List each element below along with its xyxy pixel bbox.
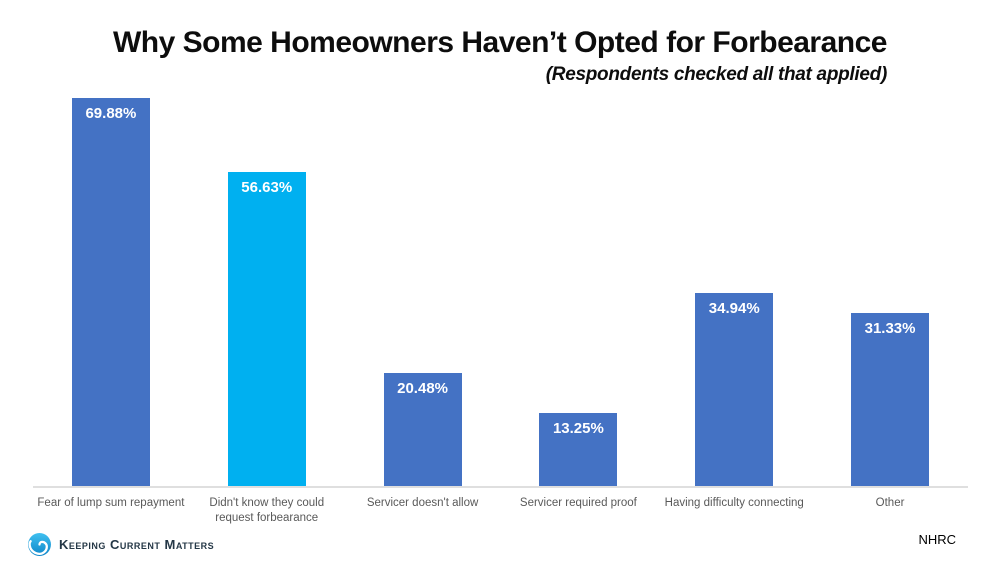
bar-value-label: 56.63% xyxy=(241,178,293,196)
bar-column: 13.25% xyxy=(500,87,656,487)
kcm-logo: Keeping Current Matters xyxy=(27,532,214,557)
category-label: Having difficulty connecting xyxy=(664,497,804,509)
bar-value-label: 13.25% xyxy=(552,420,604,438)
category-label: Fear of lump sum repayment xyxy=(37,497,185,509)
bar-column: 69.88% xyxy=(33,87,189,487)
chart-title: Why Some Homeowners Haven’t Opted for Fo… xyxy=(112,26,888,59)
bar: 56.63% xyxy=(227,171,306,487)
bar-value-label: 34.94% xyxy=(708,299,760,317)
category-labels-row: Fear of lump sum repayment Didn't know t… xyxy=(33,496,968,526)
bar: 69.88% xyxy=(71,98,150,487)
bar-column: 20.48% xyxy=(345,87,501,487)
plot-area: 69.88% 56.63% 20.48% 13.25% 34.94% 31.33 xyxy=(33,87,968,487)
bar-column: 56.63% xyxy=(189,87,345,487)
bar: 31.33% xyxy=(851,312,930,487)
bar: 34.94% xyxy=(695,292,774,487)
category-label: Didn't know they could request forbearan… xyxy=(209,497,325,524)
bar: 13.25% xyxy=(539,413,618,487)
source-label: NHRC xyxy=(918,532,956,547)
kcm-logo-text: Keeping Current Matters xyxy=(59,537,215,552)
category-label: Servicer required proof xyxy=(519,497,637,509)
bar-value-label: 31.33% xyxy=(864,319,916,337)
title-wrap: Why Some Homeowners Haven’t Opted for Fo… xyxy=(112,24,888,86)
bar: 20.48% xyxy=(383,373,462,487)
bar-column: 34.94% xyxy=(656,87,812,487)
bar-value-label: 20.48% xyxy=(397,380,448,397)
chart-header: Why Some Homeowners Haven’t Opted for Fo… xyxy=(0,24,1000,86)
x-axis-line xyxy=(33,486,968,488)
bar-column: 31.33% xyxy=(812,87,968,487)
chart-subtitle: (Respondents checked all that applied) xyxy=(545,63,888,85)
category-label: Other xyxy=(875,497,905,509)
category-label: Servicer doesn't allow xyxy=(366,497,479,509)
bar-value-label: 69.88% xyxy=(85,105,137,122)
kcm-swirl-icon xyxy=(27,532,52,557)
